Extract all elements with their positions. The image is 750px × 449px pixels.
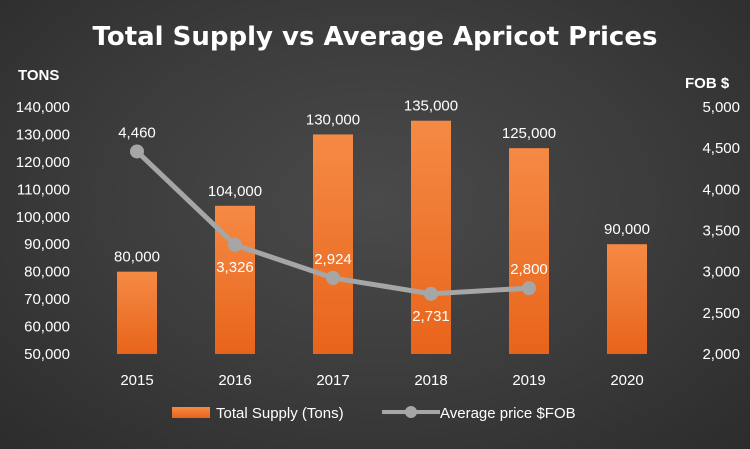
- left-axis-unit-label: TONS: [18, 67, 59, 84]
- x-axis-tick-label: 2016: [218, 372, 251, 389]
- left-axis-tick-label: 110,000: [17, 181, 70, 198]
- supply-bar-value-label: 135,000: [404, 98, 458, 115]
- left-axis-tick-label: 140,000: [16, 99, 70, 116]
- price-point-marker: [424, 286, 438, 301]
- left-axis-tick-label: 120,000: [16, 154, 70, 171]
- supply-bars: [117, 120, 647, 354]
- right-axis-tick-label: 3,500: [702, 223, 740, 240]
- supply-bar: [607, 244, 647, 354]
- price-line-series: [130, 144, 536, 301]
- supply-bar: [313, 134, 353, 354]
- x-axis-tick-label: 2015: [120, 372, 153, 389]
- supply-bar-labels: 80,000 104,000 130,000 135,000 125,000 90,000: [114, 98, 650, 266]
- x-axis-ticks: 2015 2016 2017 2018 2019 2020: [120, 372, 643, 389]
- legend-label-total-supply: Total Supply (Tons): [216, 405, 344, 422]
- price-point-marker: [228, 237, 242, 252]
- right-axis-tick-label: 5,000: [702, 99, 740, 116]
- right-axis-unit-label: FOB $: [685, 75, 730, 92]
- price-point-value-label: 4,460: [118, 124, 156, 141]
- chart-title: Total Supply vs Average Apricot Prices: [93, 22, 658, 52]
- supply-bar: [509, 148, 549, 354]
- legend-label-average-price: Average price $FOB: [440, 405, 576, 422]
- x-axis-tick-label: 2017: [316, 372, 349, 389]
- supply-bar: [117, 271, 157, 354]
- price-point-marker: [522, 281, 536, 296]
- x-axis-tick-label: 2020: [610, 372, 643, 389]
- right-axis-tick-label: 3,000: [702, 264, 740, 281]
- price-point-value-label: 2,800: [510, 261, 548, 278]
- left-axis-tick-label: 90,000: [24, 236, 70, 253]
- supply-bar-value-label: 130,000: [306, 111, 360, 128]
- left-axis-tick-label: 70,000: [24, 291, 70, 308]
- right-axis-tick-label: 4,000: [702, 181, 740, 198]
- price-point-marker: [326, 270, 340, 285]
- supply-bar-value-label: 90,000: [604, 221, 650, 238]
- left-axis-tick-label: 60,000: [24, 319, 70, 336]
- supply-bar-value-label: 125,000: [502, 125, 556, 142]
- legend-swatch-total-supply: [172, 407, 210, 418]
- price-point-value-label: 2,924: [314, 251, 352, 268]
- price-point-marker: [130, 144, 144, 159]
- x-axis-tick-label: 2019: [512, 372, 545, 389]
- left-axis-tick-label: 100,000: [16, 209, 70, 226]
- legend: Total Supply (Tons) Average price $FOB: [172, 405, 576, 422]
- right-axis-tick-label: 2,500: [702, 305, 740, 322]
- supply-bar: [411, 120, 451, 354]
- right-axis-tick-label: 4,500: [702, 140, 740, 157]
- right-axis-tick-label: 2,000: [702, 346, 740, 363]
- price-point-value-label: 2,731: [412, 308, 450, 325]
- price-point-labels: 4,460 3,326 2,924 2,731 2,800: [118, 124, 548, 324]
- supply-bar-value-label: 80,000: [114, 249, 160, 266]
- price-point-value-label: 3,326: [216, 259, 254, 276]
- supply-bar: [215, 205, 255, 354]
- left-axis-tick-label: 130,000: [16, 126, 70, 143]
- left-axis-tick-label: 80,000: [24, 264, 70, 281]
- left-axis-tick-label: 50,000: [24, 346, 70, 363]
- x-axis-tick-label: 2018: [414, 372, 447, 389]
- supply-bar-value-label: 104,000: [208, 183, 262, 200]
- legend-swatch-marker-average-price: [405, 406, 417, 418]
- right-axis-ticks: 2,000 2,500 3,000 3,500 4,000 4,500 5,000: [702, 99, 740, 363]
- left-axis-ticks: 50,000 60,000 70,000 80,000 90,000 100,000 110…: [16, 99, 70, 363]
